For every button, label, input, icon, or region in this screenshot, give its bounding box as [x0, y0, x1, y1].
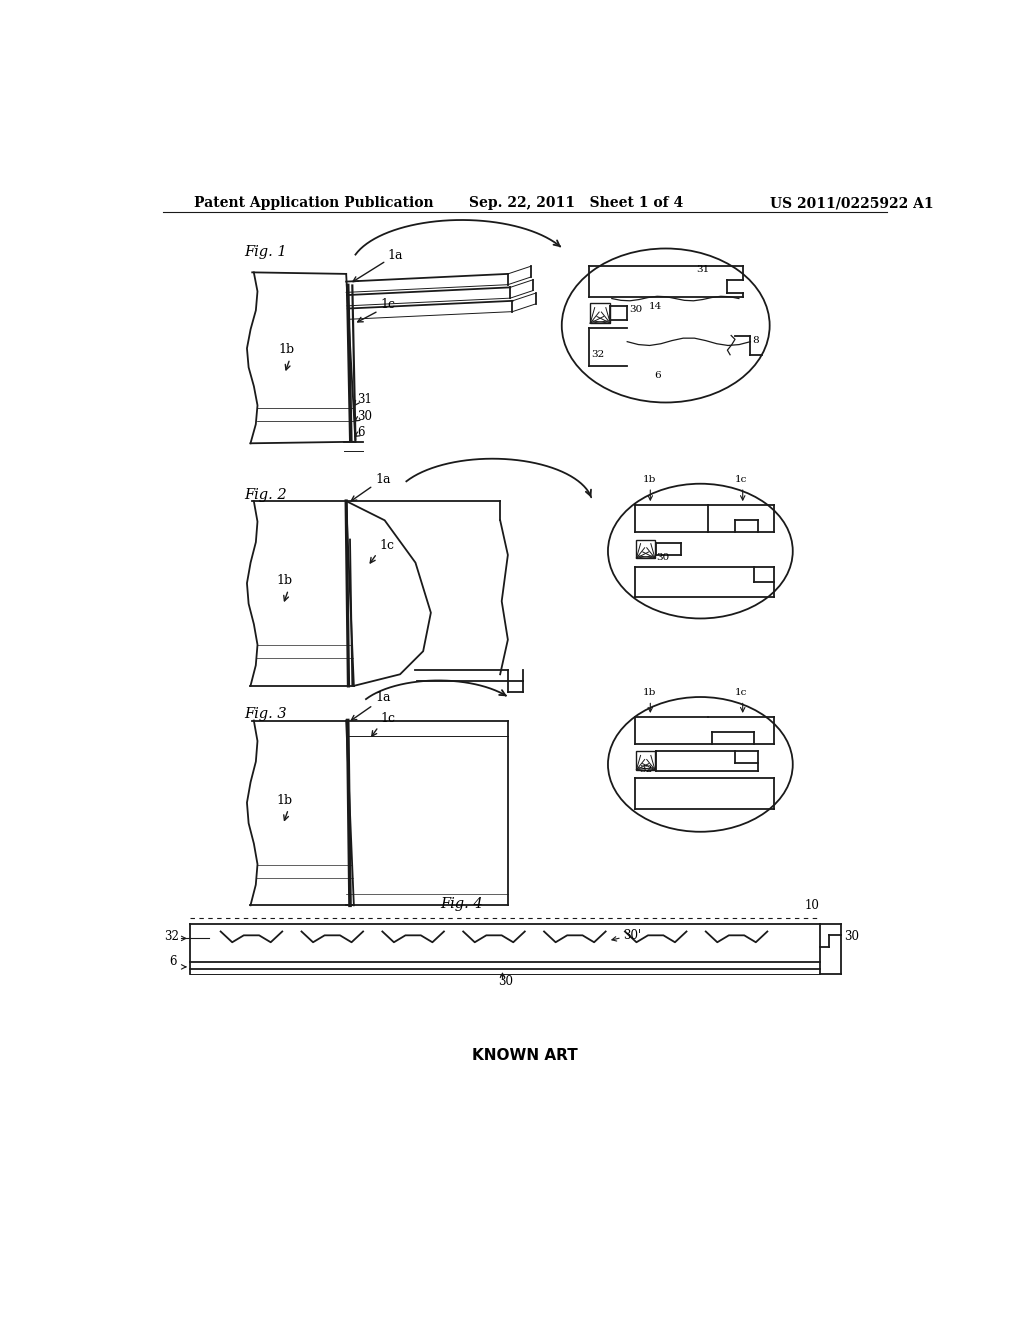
Text: Fig. 1: Fig. 1	[245, 246, 287, 259]
Text: 6: 6	[654, 371, 660, 380]
Text: 32: 32	[165, 931, 179, 942]
Text: 30: 30	[845, 931, 859, 942]
Text: 30': 30'	[624, 929, 641, 942]
Text: KNOWN ART: KNOWN ART	[472, 1048, 578, 1063]
Text: 6: 6	[357, 425, 365, 438]
Text: 1a: 1a	[376, 473, 391, 486]
Text: 1b: 1b	[643, 475, 656, 484]
Text: 1b: 1b	[276, 793, 293, 807]
Text: 32: 32	[591, 350, 604, 359]
Text: 1c: 1c	[735, 475, 748, 484]
Text: 31: 31	[696, 265, 710, 275]
Text: 1a: 1a	[376, 692, 391, 705]
Text: 30: 30	[499, 974, 514, 987]
Text: 1b: 1b	[279, 343, 295, 356]
Text: 30: 30	[630, 305, 643, 314]
Text: 30: 30	[357, 411, 372, 424]
Bar	[637, 540, 655, 558]
Bar	[637, 751, 655, 770]
Text: Sep. 22, 2011   Sheet 1 of 4: Sep. 22, 2011 Sheet 1 of 4	[469, 197, 684, 210]
Text: 10: 10	[804, 899, 819, 912]
Ellipse shape	[608, 697, 793, 832]
Text: 1c: 1c	[379, 539, 394, 552]
Text: 8: 8	[752, 337, 759, 346]
Text: 1c: 1c	[735, 688, 748, 697]
Text: 1c: 1c	[380, 298, 395, 310]
Bar	[590, 304, 610, 323]
Text: 14: 14	[649, 301, 663, 310]
Text: 32: 32	[639, 766, 652, 774]
Ellipse shape	[608, 483, 793, 619]
Text: 1b: 1b	[276, 574, 293, 587]
Text: Patent Application Publication: Patent Application Publication	[194, 197, 433, 210]
Text: 1b: 1b	[643, 688, 656, 697]
Text: Fig. 2: Fig. 2	[245, 488, 287, 502]
Text: 1c: 1c	[381, 711, 396, 725]
Ellipse shape	[562, 248, 770, 403]
Text: Fig. 3: Fig. 3	[245, 708, 287, 721]
Text: 30: 30	[656, 553, 670, 562]
Text: US 2011/0225922 A1: US 2011/0225922 A1	[770, 197, 933, 210]
Text: 31: 31	[357, 393, 372, 407]
Text: Fig. 4: Fig. 4	[440, 896, 483, 911]
Text: 1a: 1a	[388, 248, 403, 261]
Text: 6: 6	[169, 956, 176, 969]
